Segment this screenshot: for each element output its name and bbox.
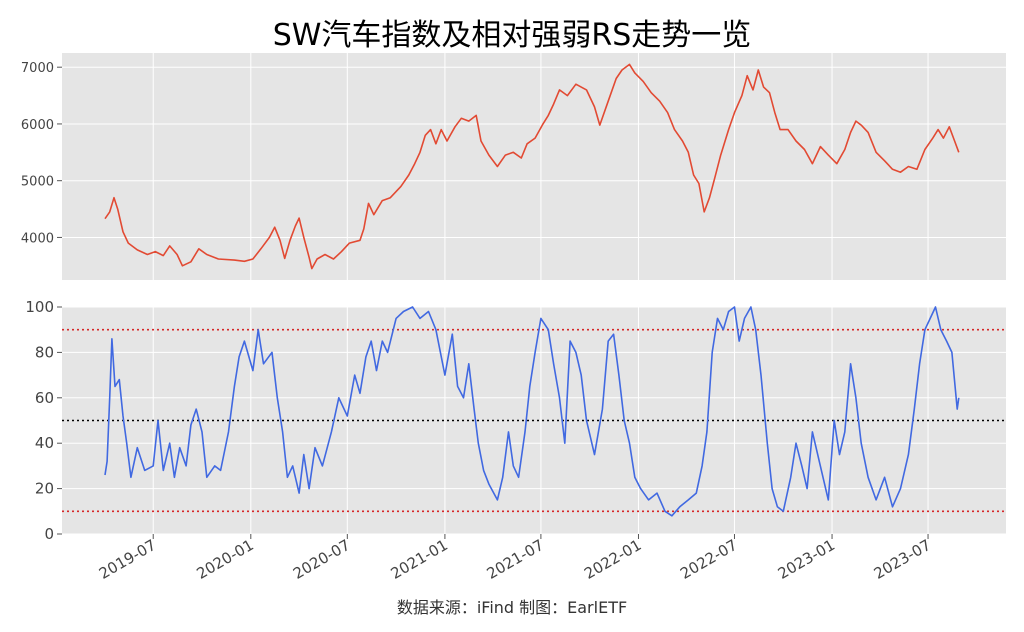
y-tick-label: 20 (35, 480, 54, 498)
x-tick-label: 2021-01 (388, 536, 451, 583)
y-tick-label: 40 (35, 434, 54, 452)
bottom-rs-panel: 0 20 40 60 80 100 2019-07 2020-01 2020-07 2021-01… (25, 298, 1006, 583)
x-tick-label: 2021-07 (484, 536, 547, 583)
y-tick-label: 60 (35, 389, 54, 407)
top-index-series-line (104, 63, 960, 270)
bottom-rs-series-line (104, 306, 960, 517)
y-tick-label: 100 (25, 298, 54, 316)
y-tick-label: 80 (35, 343, 54, 361)
top-index-background (62, 53, 1006, 280)
y-tick-label: 6000 (21, 118, 54, 133)
y-tick-label: 4000 (21, 231, 54, 246)
x-tick-label: 2023-07 (871, 536, 934, 583)
top-index-panel: 4000 5000 6000 7000 (21, 53, 1006, 280)
y-tick-label: 0 (44, 525, 54, 543)
x-tick-label: 2022-01 (581, 536, 644, 583)
x-tick-label: 2020-07 (290, 536, 353, 583)
y-tick-label: 7000 (21, 61, 54, 76)
chart-title: SW汽车指数及相对强弱RS走势一览 (272, 18, 752, 53)
x-tick-label: 2023-01 (775, 536, 838, 583)
x-tick-label: 2022-07 (677, 536, 740, 583)
source-caption: 数据来源：iFind 制图：EarlETF (396, 598, 628, 617)
y-tick-label: 5000 (21, 175, 54, 190)
x-tick-label: 2019-07 (96, 536, 159, 583)
x-tick-label: 2020-01 (194, 536, 257, 583)
